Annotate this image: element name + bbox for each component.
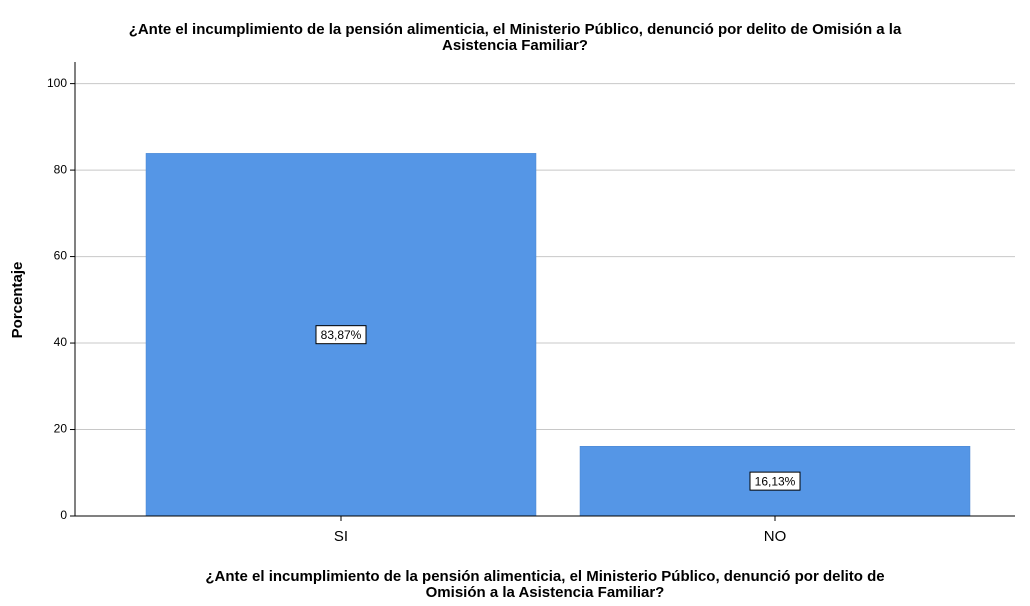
value-label: 16,13% — [755, 474, 796, 488]
y-axis-label: Porcentaje — [9, 262, 26, 339]
y-tick-label: 20 — [54, 422, 68, 436]
value-label: 83,87% — [321, 328, 362, 342]
x-axis-label: Omisión a la Asistencia Familiar? — [426, 584, 665, 601]
x-tick-label: NO — [764, 528, 787, 545]
x-axis-label: ¿Ante el incumplimiento de la pensión al… — [205, 568, 884, 585]
x-tick-label: SI — [334, 528, 348, 545]
y-tick-label: 60 — [54, 249, 68, 263]
y-tick-label: 40 — [54, 335, 68, 349]
chart-title: Asistencia Familiar? — [442, 37, 588, 54]
y-tick-label: 0 — [60, 508, 67, 522]
y-tick-label: 80 — [54, 162, 68, 176]
chart-title: ¿Ante el incumplimiento de la pensión al… — [129, 21, 902, 38]
value-label-box — [749, 471, 801, 491]
y-tick-label: 100 — [47, 76, 67, 90]
value-label-box — [315, 325, 367, 345]
